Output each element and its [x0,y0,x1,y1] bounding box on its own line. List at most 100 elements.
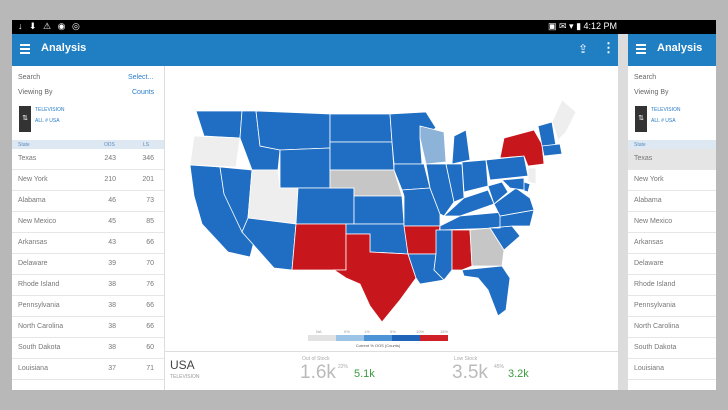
row-value-2: 71 [146,365,154,372]
state-michigan[interactable] [451,129,471,165]
table-row[interactable]: Rhode Island [628,275,716,296]
counts-link[interactable]: Counts [132,89,155,96]
row-value-1: 210 [104,176,116,183]
state-pennsylvania[interactable] [485,155,529,181]
page-title-secondary: Analysis [657,42,703,54]
state-kansas[interactable] [353,195,405,225]
row-state: North Carolina [18,323,64,330]
media-line-1: TELEVISION [651,107,681,113]
state-colorado[interactable] [295,187,355,225]
state-alabama[interactable] [451,229,473,271]
state-mississippi[interactable] [433,229,453,281]
state-virginia[interactable] [493,187,535,217]
more-options-icon[interactable]: ⋮ [602,40,615,55]
state-ohio[interactable] [461,159,489,193]
state-washington[interactable] [195,110,243,139]
media-filter[interactable]: TELEVISION ALL # USA [35,105,64,127]
col-2[interactable]: LS [143,142,150,148]
menu-icon[interactable] [636,44,646,54]
table-row[interactable]: Arkansas 43 66 [12,233,164,254]
row-value-1: 38 [108,323,116,330]
state-arizona[interactable] [241,217,297,271]
state-minnesota[interactable] [389,111,437,165]
table-row[interactable]: Texas [628,149,716,170]
media-filter[interactable]: TELEVISION ALL # USA [651,105,680,127]
legend-swatch [336,335,364,341]
table-row[interactable]: New York [628,170,716,191]
state-kentucky[interactable] [442,189,495,217]
state-maryland[interactable] [501,177,525,191]
state-south-dakota[interactable] [329,141,395,171]
table-row[interactable]: New Mexico 45 85 [12,212,164,233]
table-row[interactable]: Rhode Island 38 76 [12,275,164,296]
table-row[interactable]: Louisiana 37 71 [12,359,164,380]
table-row[interactable]: Pennsylvania 38 66 [12,296,164,317]
state-new-mexico[interactable] [291,223,347,271]
state-wyoming[interactable] [279,147,331,189]
state-georgia[interactable] [469,227,505,267]
media-line-2: ALL # USA [651,118,676,124]
row-value-2: 66 [146,239,154,246]
table-row[interactable]: Arkansas [628,233,716,254]
state-north-dakota[interactable] [329,113,393,143]
state-arkansas[interactable] [403,225,441,255]
app-frame: ↓ ⬇ ⚠ ◉ ◎ ▣ ✉ ▾ ▮ 4:12 PM Analysis ⇪ ⋮ A… [12,20,716,390]
state-west-virginia[interactable] [487,181,509,205]
us-choropleth-map [164,66,618,351]
state-florida[interactable] [461,265,511,317]
table-row[interactable]: North Carolina 38 66 [12,317,164,338]
row-value-1: 39 [108,260,116,267]
app-bar: Analysis ⇪ ⋮ [12,34,618,66]
table-row[interactable]: South Dakota 38 60 [12,338,164,359]
state-new-jersey[interactable] [527,167,537,185]
region-title: USA [170,358,195,372]
row-state: New York [634,176,664,183]
state-iowa[interactable] [393,163,431,191]
state-new-york[interactable] [499,129,545,167]
row-state: New York [18,176,48,183]
row-value-2: 201 [142,176,154,183]
row-value-1: 43 [108,239,116,246]
legend-label-2: 1% [364,329,370,334]
row-state: Pennsylvania [18,302,60,309]
state-massachusetts[interactable] [541,143,563,157]
table-row[interactable]: Alabama [628,191,716,212]
col-1[interactable]: ODS [104,142,115,148]
table-row[interactable]: Delaware 39 70 [12,254,164,275]
table-row[interactable]: New Mexico [628,212,716,233]
row-state: Alabama [18,197,46,204]
table-row[interactable]: Texas 243 346 [12,149,164,170]
row-value-1: 45 [108,218,116,225]
legend-label-0: NA [316,329,322,334]
state-oregon[interactable] [189,135,241,168]
row-value-2: 60 [146,344,154,351]
state-montana[interactable] [255,110,331,151]
stat-oos-label: Out of Stock [302,356,330,362]
row-value-2: 76 [146,281,154,288]
col-state[interactable]: State [634,142,646,148]
table-row[interactable]: Louisiana [628,359,716,380]
stat-oos-value: 1.6k [300,362,336,383]
table-row[interactable]: Alabama 46 73 [12,191,164,212]
row-state: South Dakota [18,344,61,351]
col-state[interactable]: State [18,142,30,148]
table-row[interactable]: North Carolina [628,317,716,338]
table-row[interactable]: New York 210 201 [12,170,164,191]
viewing-by-label: Viewing By [634,89,669,96]
media-line-2: ALL # USA [35,118,60,124]
table-row[interactable]: South Dakota [628,338,716,359]
sort-icon[interactable]: ⇅ [635,106,647,132]
state-texas[interactable] [332,233,417,323]
menu-icon[interactable] [20,44,30,54]
table-row[interactable]: Delaware [628,254,716,275]
state-wisconsin[interactable] [419,125,447,165]
legend-label-1: 0% [344,329,350,334]
select-link[interactable]: Select... [128,74,154,81]
sidebar-secondary: Search Viewing By ⇅ TELEVISION ALL # USA… [628,66,716,390]
notification-icons: ↓ ⬇ ⚠ ◉ ◎ [18,21,82,31]
share-icon[interactable]: ⇪ [578,42,589,56]
table-row[interactable]: Pennsylvania [628,296,716,317]
legend-label-5: 15% [440,329,449,334]
sort-icon[interactable]: ⇅ [19,106,31,132]
state-maine[interactable] [551,99,577,141]
